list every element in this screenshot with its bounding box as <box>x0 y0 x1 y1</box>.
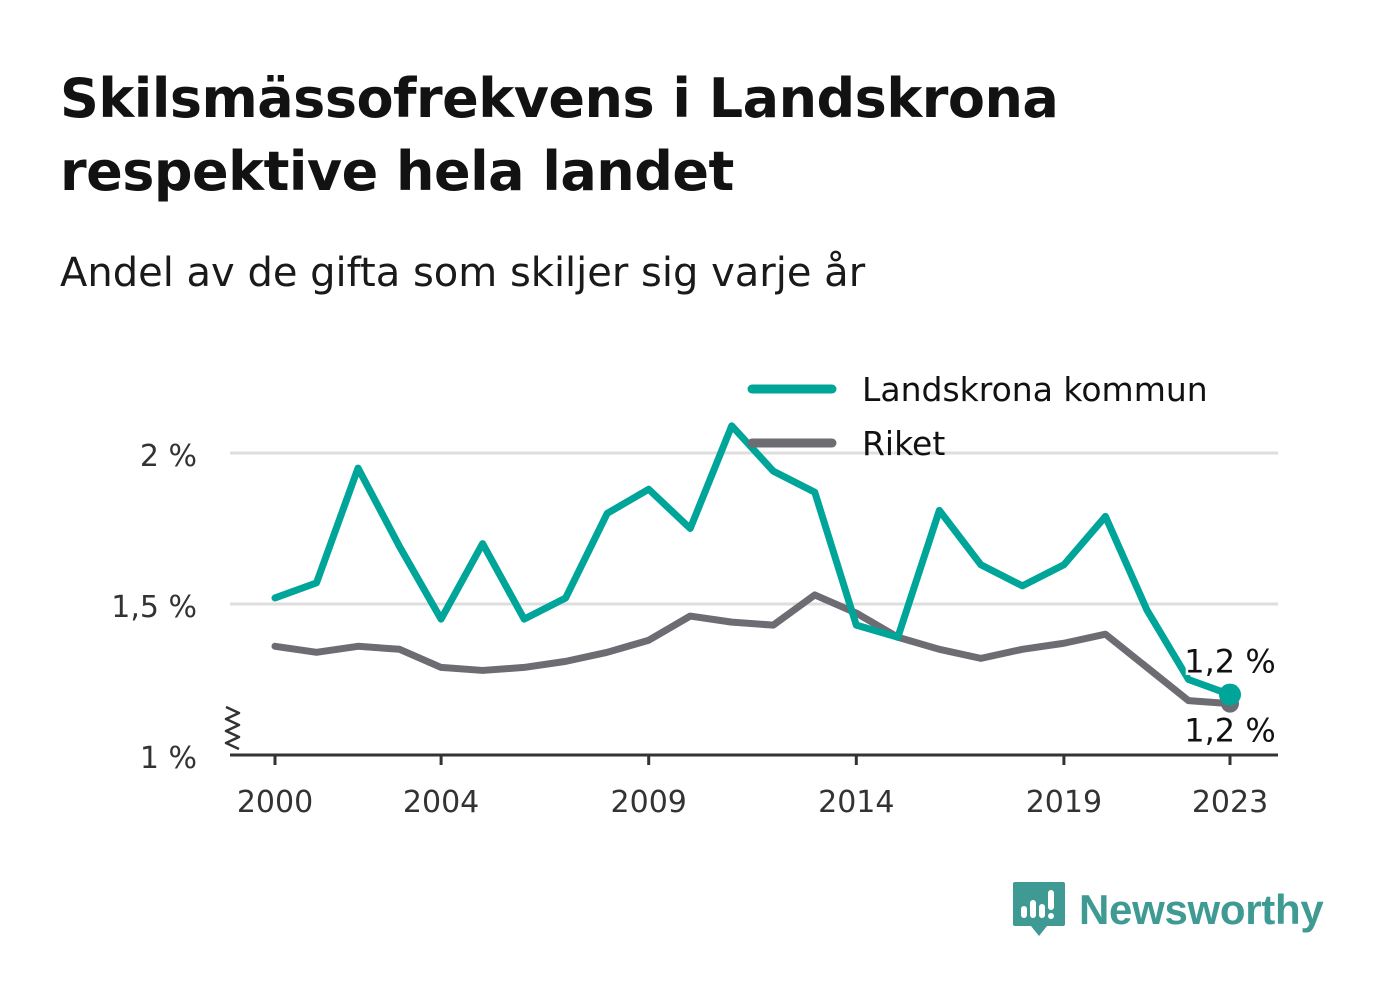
data-point <box>605 511 610 516</box>
data-point <box>937 647 942 652</box>
data-point <box>771 469 776 474</box>
y-tick-label: 2 % <box>140 439 197 474</box>
data-point <box>1144 608 1149 613</box>
data-point <box>978 656 983 661</box>
bar-chart-speech-bubble-icon <box>1013 882 1065 936</box>
x-tick-label: 2000 <box>237 785 313 820</box>
series-line <box>271 591 1234 708</box>
data-point <box>646 638 651 643</box>
data-point <box>563 659 568 664</box>
chart-title: Skilsmässofrekvens i Landskrona respekti… <box>60 67 1059 203</box>
data-point <box>688 526 693 531</box>
data-point <box>439 665 444 670</box>
data-point <box>1103 514 1108 519</box>
end-value-label: 1,2 % <box>1184 712 1275 750</box>
data-point <box>314 650 319 655</box>
data-point <box>480 668 485 673</box>
end-value-label: 1,2 % <box>1184 643 1275 681</box>
series-lines <box>271 422 1234 708</box>
data-point <box>1020 583 1025 588</box>
data-point <box>273 595 277 600</box>
legend: Landskrona kommun Riket <box>747 370 1208 463</box>
y-tick-label: 1 % <box>140 741 197 776</box>
x-tick-label: 2009 <box>611 785 687 820</box>
data-point <box>937 508 942 513</box>
data-point <box>854 623 859 628</box>
axes: 1 % 1,5 % 2 % 2000 2004 2009 2014 2019 2023 <box>111 439 1278 820</box>
x-tick-label: 2014 <box>818 785 894 820</box>
data-point <box>356 466 361 471</box>
data-point <box>771 623 776 628</box>
x-tick-label: 2004 <box>403 785 479 820</box>
data-point <box>605 650 610 655</box>
data-point <box>729 620 734 625</box>
end-labels: 1,2 % 1,2 % <box>1182 640 1278 752</box>
axis-break-icon <box>224 705 241 751</box>
data-point <box>273 644 277 649</box>
data-point <box>729 423 734 428</box>
data-point <box>1103 632 1108 637</box>
data-point <box>812 592 817 597</box>
legend-label: Riket <box>862 424 945 463</box>
data-point <box>895 635 900 640</box>
data-point <box>397 544 402 549</box>
data-point <box>978 562 983 567</box>
data-point <box>1144 665 1149 670</box>
data-point <box>812 490 817 495</box>
data-point <box>356 644 361 649</box>
x-tick-label: 2023 <box>1192 785 1268 820</box>
data-point <box>439 617 444 622</box>
data-point <box>314 580 319 585</box>
data-point <box>522 617 527 622</box>
data-point <box>480 541 485 546</box>
data-point <box>646 487 651 492</box>
series-line <box>271 422 1234 699</box>
data-point <box>1020 647 1025 652</box>
data-point <box>1186 698 1191 703</box>
data-point <box>688 614 693 619</box>
data-point <box>1061 562 1066 567</box>
data-point <box>522 665 527 670</box>
newsworthy-logo: Newsworthy <box>1011 880 1324 940</box>
brand-name: Newsworthy <box>1079 886 1324 933</box>
data-point <box>1061 641 1066 646</box>
legend-label: Landskrona kommun <box>862 370 1208 409</box>
x-tick-label: 2019 <box>1026 785 1102 820</box>
chart-subtitle: Andel av de gifta som skiljer sig varje … <box>60 250 866 296</box>
data-point <box>1186 677 1191 682</box>
end-marker <box>1219 683 1241 706</box>
data-point <box>563 595 568 600</box>
data-point <box>397 647 402 652</box>
y-tick-label: 1,5 % <box>111 590 197 625</box>
